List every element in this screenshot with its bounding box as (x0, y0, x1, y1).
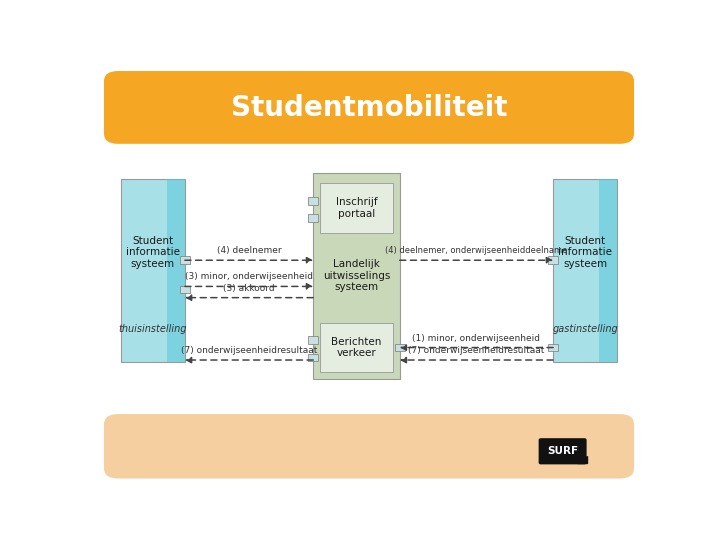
Bar (308, 197, 318, 205)
Bar (121, 179, 185, 362)
Text: (3) akkoord: (3) akkoord (223, 285, 275, 294)
Text: Student
informatie
systeem: Student informatie systeem (558, 236, 612, 269)
Text: (4) deelnemer, onderwijseenheiddeelname: (4) deelnemer, onderwijseenheiddeelname (385, 246, 567, 255)
Bar (308, 336, 318, 344)
Text: (7) onderwijseenheidresultaat: (7) onderwijseenheidresultaat (181, 346, 318, 355)
Text: thuisinstelling: thuisinstelling (119, 324, 187, 334)
Bar (308, 354, 318, 361)
Text: gastinstelling: gastinstelling (552, 324, 618, 334)
Text: (4) deelnemer: (4) deelnemer (217, 246, 282, 255)
FancyBboxPatch shape (104, 71, 634, 144)
Bar (320, 183, 393, 233)
Text: Berichten
verkeer: Berichten verkeer (331, 337, 382, 359)
Bar (167, 179, 185, 362)
Bar (548, 344, 558, 352)
Text: SURF: SURF (547, 447, 578, 456)
Bar (599, 179, 617, 362)
Text: Student
informatie
systeem: Student informatie systeem (126, 236, 180, 269)
Text: Landelijk
uitwisselings
systeem: Landelijk uitwisselings systeem (323, 259, 390, 293)
Bar (180, 286, 190, 293)
Bar (180, 256, 190, 264)
Bar (553, 179, 617, 362)
Polygon shape (577, 456, 587, 463)
Bar (308, 214, 318, 222)
FancyBboxPatch shape (539, 438, 587, 464)
FancyBboxPatch shape (104, 414, 634, 478)
Text: Inschrijf
portaal: Inschrijf portaal (336, 198, 377, 219)
Text: (3) minor, onderwijseenheid: (3) minor, onderwijseenheid (185, 273, 313, 281)
Text: Studentmobiliteit: Studentmobiliteit (230, 93, 508, 122)
Bar (320, 322, 393, 373)
Text: (7) onderwijseenheidresultaat: (7) onderwijseenheidresultaat (408, 346, 544, 355)
Text: (1) minor, onderwijseenheid: (1) minor, onderwijseenheid (413, 334, 541, 342)
Bar (313, 173, 400, 379)
Bar (548, 256, 558, 264)
Bar (395, 344, 405, 352)
